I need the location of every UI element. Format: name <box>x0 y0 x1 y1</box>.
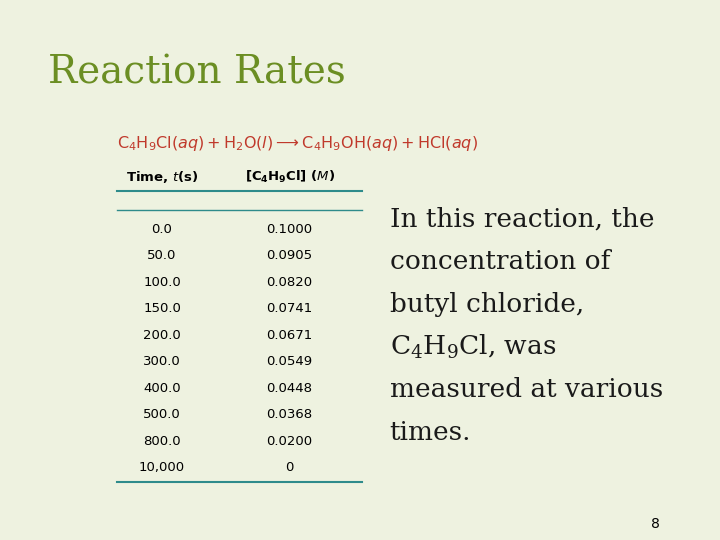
Text: 0.0368: 0.0368 <box>266 408 312 421</box>
Text: 0: 0 <box>285 461 294 474</box>
Text: times.: times. <box>390 420 471 444</box>
Text: 150.0: 150.0 <box>143 302 181 315</box>
Text: 8: 8 <box>651 517 660 531</box>
Text: Reaction Rates: Reaction Rates <box>48 54 346 91</box>
Text: 0.0741: 0.0741 <box>266 302 312 315</box>
Text: 800.0: 800.0 <box>143 435 181 448</box>
Text: 10,000: 10,000 <box>139 461 185 474</box>
Text: 0.0549: 0.0549 <box>266 355 312 368</box>
Text: 0.0448: 0.0448 <box>266 382 312 395</box>
Text: 100.0: 100.0 <box>143 276 181 289</box>
Text: 0.0: 0.0 <box>152 223 173 236</box>
Text: 200.0: 200.0 <box>143 329 181 342</box>
Text: butyl chloride,: butyl chloride, <box>390 292 584 316</box>
Text: 0.1000: 0.1000 <box>266 223 312 236</box>
Text: 0.0820: 0.0820 <box>266 276 312 289</box>
Text: measured at various: measured at various <box>390 377 663 402</box>
Text: 0.0905: 0.0905 <box>266 249 312 262</box>
Text: In this reaction, the: In this reaction, the <box>390 206 654 231</box>
Text: 300.0: 300.0 <box>143 355 181 368</box>
Text: 50.0: 50.0 <box>148 249 176 262</box>
Text: Time, $\mathit{t}$(s): Time, $\mathit{t}$(s) <box>126 169 198 185</box>
Text: $\mathregular{[C_4H_9Cl]}$ ($\mathit{M}$): $\mathregular{[C_4H_9Cl]}$ ($\mathit{M}$… <box>245 169 335 185</box>
Text: concentration of: concentration of <box>390 249 610 274</box>
Text: 400.0: 400.0 <box>143 382 181 395</box>
Text: $\mathregular{C_4H_9}$Cl, was: $\mathregular{C_4H_9}$Cl, was <box>390 333 556 361</box>
Text: 0.0671: 0.0671 <box>266 329 312 342</box>
Text: 0.0200: 0.0200 <box>266 435 312 448</box>
Text: 500.0: 500.0 <box>143 408 181 421</box>
Text: $\mathregular{C_4H_9Cl(}$$\mathit{aq}$$\mathregular{) + H_2O(}$$\mathit{l}$$\mat: $\mathregular{C_4H_9Cl(}$$\mathit{aq}$$\… <box>117 133 478 153</box>
